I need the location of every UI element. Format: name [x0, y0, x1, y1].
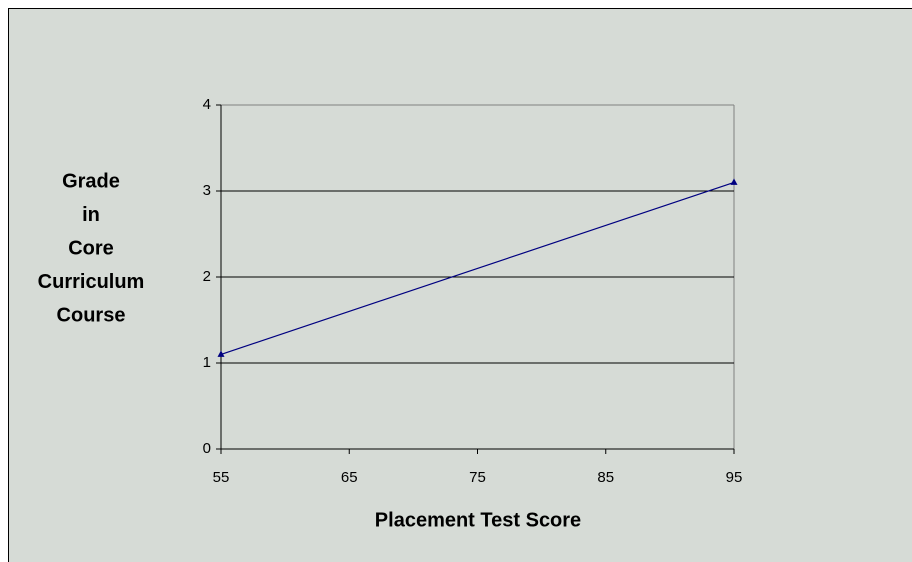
y-axis-label: Course	[57, 304, 126, 326]
y-axis-label: Grade	[62, 170, 120, 192]
y-axis-label: Core	[68, 237, 114, 259]
data-point	[217, 350, 225, 357]
x-tick-label: 65	[341, 469, 358, 486]
y-tick-label: 4	[203, 96, 211, 113]
x-tick-label: 95	[726, 469, 743, 486]
y-tick-label: 0	[203, 440, 211, 457]
y-tick-label: 1	[203, 354, 211, 371]
x-tick-label: 85	[597, 469, 614, 486]
y-tick-label: 3	[203, 182, 211, 199]
data-line	[220, 181, 735, 355]
y-axis-label: Curriculum	[38, 271, 145, 293]
x-axis-label: Placement Test Score	[375, 509, 581, 531]
data-point	[730, 178, 738, 185]
x-tick-label: 55	[213, 469, 230, 486]
chart-area	[8, 8, 912, 562]
x-tick-label: 75	[469, 469, 486, 486]
y-axis-label: in	[82, 204, 100, 226]
y-tick-label: 2	[203, 268, 211, 285]
